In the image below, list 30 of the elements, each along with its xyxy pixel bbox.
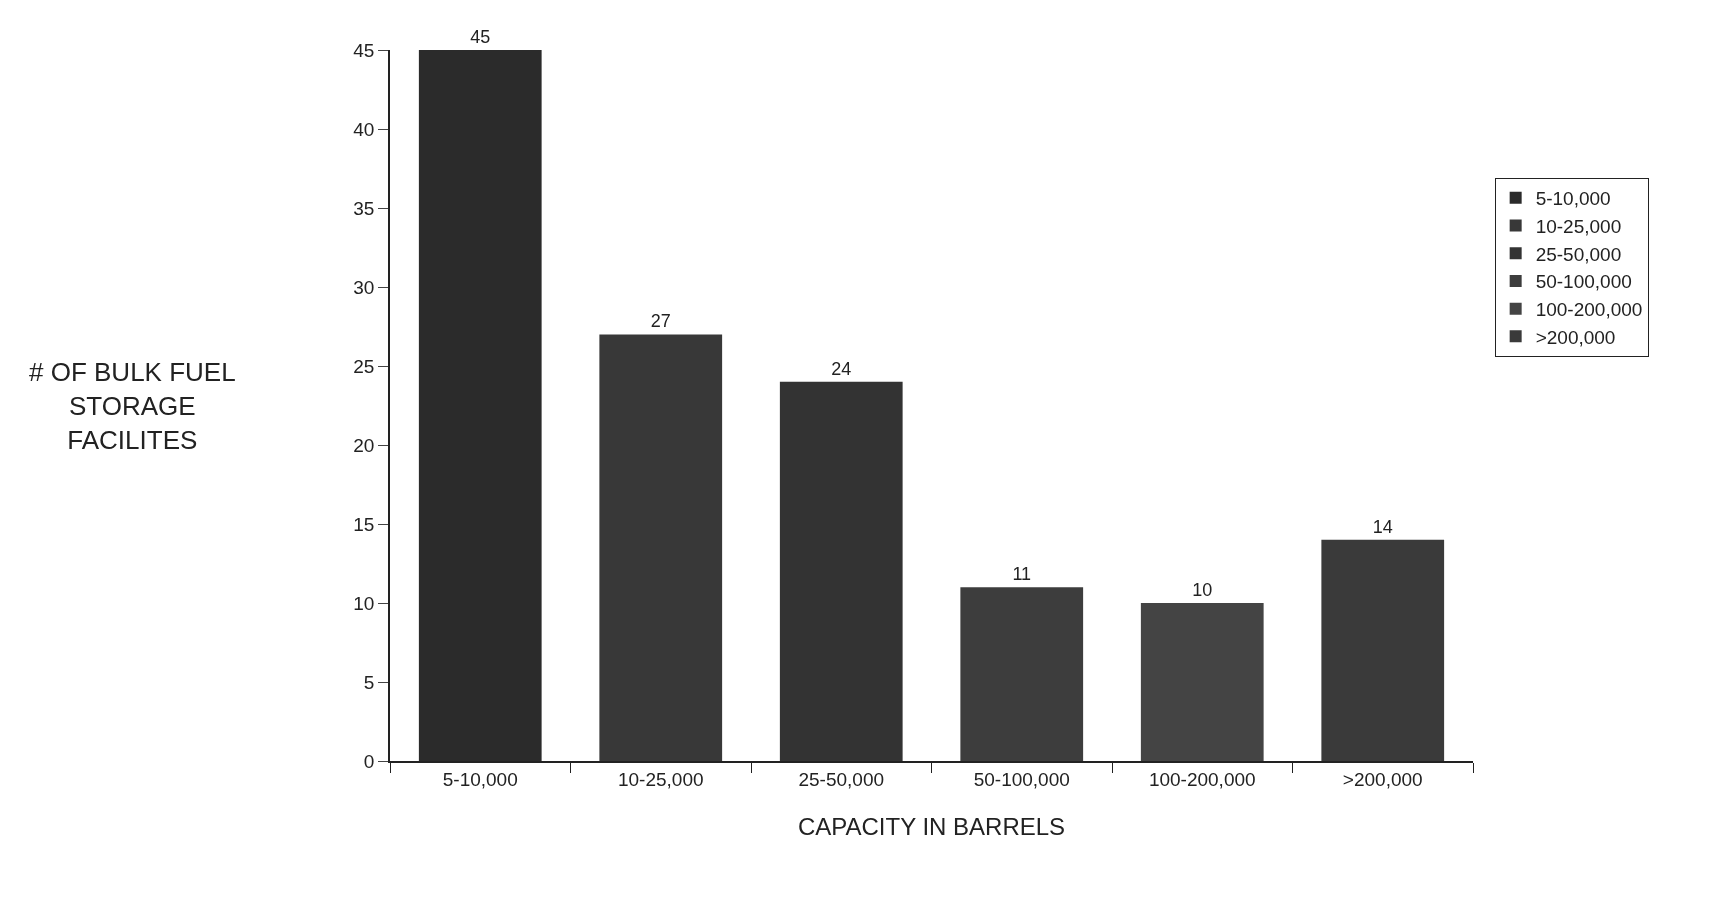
x-tick-label: 100-200,000 [1148, 768, 1256, 790]
data-label: 10 [1192, 580, 1213, 600]
y-tick-label: 20 [353, 434, 375, 456]
x-tick-label: 25-50,000 [798, 768, 885, 790]
data-label: 24 [831, 358, 852, 379]
x-tick-label: 10-25,000 [617, 768, 704, 790]
y-tick-label: 35 [353, 197, 375, 219]
y-tick-label: 30 [353, 276, 375, 298]
legend-label: >200,000 [1535, 326, 1616, 348]
x-tick-label: 50-100,000 [973, 768, 1070, 790]
x-axis-title: CAPACITY IN BARRELS [797, 813, 1066, 841]
y-tick-label: 0 [363, 750, 375, 772]
y-tick-label: 25 [353, 355, 375, 377]
data-label: 11 [1012, 564, 1032, 585]
y-tick-label: 5 [363, 671, 375, 693]
y-tick-label: 10 [353, 592, 375, 614]
data-label: 45 [470, 27, 491, 47]
y-tick-label: 45 [353, 39, 375, 61]
legend-label: 100-200,000 [1535, 299, 1643, 321]
legend-label: 25-50,000 [1535, 243, 1622, 265]
x-tick-label: 5-10,000 [442, 768, 518, 790]
x-tick-label: >200,000 [1342, 768, 1423, 790]
y-tick-label: 15 [353, 513, 375, 535]
legend-label: 10-25,000 [1535, 215, 1622, 237]
legend-label: 50-100,000 [1535, 271, 1632, 293]
data-label: 27 [650, 311, 671, 332]
y-tick-label: 40 [353, 118, 375, 140]
y-axis-title: # OF BULK FUEL STORAGE FACILITES [29, 357, 236, 455]
legend-label: 5-10,000 [1535, 188, 1611, 210]
data-label: 14 [1372, 516, 1393, 537]
